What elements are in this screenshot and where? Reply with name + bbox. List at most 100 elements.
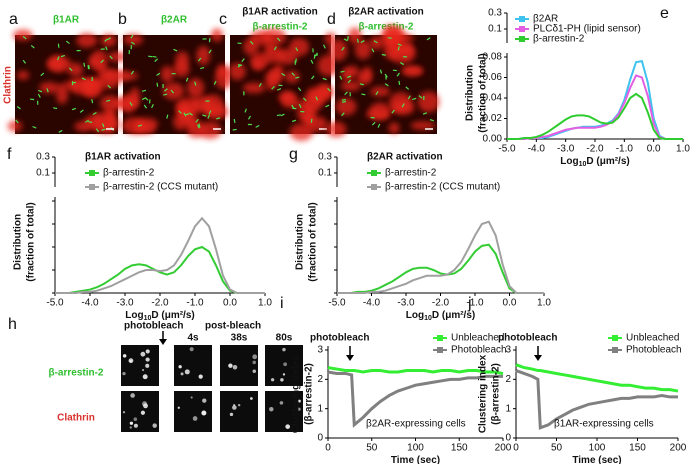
x-axis-label-part: Log — [406, 310, 424, 321]
texture — [295, 76, 300, 79]
texture — [185, 77, 189, 82]
x-tick-label: -3.0 — [116, 298, 134, 309]
texture — [177, 406, 180, 409]
texture — [148, 99, 151, 104]
texture — [143, 403, 148, 409]
texture — [175, 51, 190, 69]
legend-label: β-arrestin-2 — [103, 168, 155, 179]
micrograph-row: a b c d β1AR β2AR β1AR activation β-arre… — [3, 7, 440, 141]
texture — [262, 28, 287, 46]
texture — [291, 72, 296, 77]
y-tick-label: 3 — [317, 345, 323, 356]
panel-label: e — [660, 5, 669, 22]
texture — [325, 104, 330, 108]
texture — [81, 77, 86, 81]
texture — [347, 75, 352, 79]
texture — [188, 112, 193, 116]
y-axis-label: (fraction of total) — [308, 202, 319, 281]
texture — [67, 62, 84, 77]
texture — [242, 82, 266, 94]
texture — [232, 405, 237, 410]
texture — [396, 72, 400, 77]
image-title: β2AR — [161, 15, 188, 26]
texture — [360, 40, 365, 44]
texture — [32, 125, 37, 129]
texture — [99, 95, 121, 112]
texture — [120, 93, 137, 113]
texture — [283, 362, 288, 367]
texture — [271, 86, 275, 90]
y-axis-label: Distribution — [13, 214, 24, 270]
texture — [38, 89, 43, 93]
texture — [391, 101, 415, 115]
x-axis-label-part: Time (sec) — [572, 455, 621, 464]
legend-label: β-arrestin-2 — [385, 168, 437, 179]
texture — [405, 86, 410, 90]
texture — [279, 401, 284, 405]
texture — [162, 82, 185, 100]
x-tick-label: -5.0 — [328, 298, 346, 309]
texture — [178, 110, 182, 114]
series-line — [337, 220, 544, 294]
texture — [152, 423, 157, 428]
texture — [190, 396, 193, 399]
x-tick-label: -5.0 — [498, 144, 516, 155]
x-axis-label-part: D (μm²/s) — [151, 310, 194, 321]
texture — [297, 87, 302, 92]
y-axis-label: Distribution — [295, 214, 306, 270]
texture — [130, 393, 135, 398]
legend-label: Unbleached — [626, 333, 679, 344]
texture — [37, 93, 41, 98]
legend-label: Unbleached — [451, 333, 504, 344]
texture — [46, 88, 49, 93]
x-tick-label: 0 — [513, 443, 519, 454]
legend-marker — [89, 184, 95, 190]
texture — [65, 40, 70, 45]
texture — [196, 45, 211, 66]
chart-title: β2AR activation — [367, 152, 443, 163]
micrograph — [220, 345, 258, 386]
texture — [60, 54, 65, 58]
texture — [140, 410, 146, 415]
texture — [107, 37, 112, 41]
texture — [30, 98, 35, 101]
legend-label: β-arrestin-2 (CCS mutant) — [103, 182, 218, 193]
texture — [315, 96, 319, 101]
series-line — [515, 369, 678, 430]
texture — [105, 46, 108, 51]
x-tick-label: -4.0 — [528, 144, 546, 155]
texture — [366, 109, 390, 119]
y-tick-label: 2 — [505, 374, 511, 385]
y-tick-label: 0 — [317, 433, 323, 444]
row-label: Clathrin — [57, 413, 95, 424]
y-tick-label: 0.1 — [318, 168, 332, 179]
texture — [397, 43, 402, 47]
texture — [228, 63, 246, 81]
y-axis-label: (fraction of total) — [478, 53, 489, 132]
texture — [194, 81, 197, 86]
texture — [107, 51, 128, 62]
texture — [251, 59, 264, 71]
texture — [343, 38, 348, 42]
annotation: β2AR-expressing cells — [366, 419, 466, 430]
x-tick-label: -5.0 — [46, 298, 64, 309]
y-axis-label: (fraction of total) — [26, 202, 37, 281]
texture — [130, 70, 135, 75]
x-tick-label: 0.0 — [647, 144, 661, 155]
texture — [422, 112, 428, 115]
texture — [117, 70, 130, 82]
chart: f -5.0 -4.0 -3.0 -2.0 -1.0 0.0 1.0 0.1 0.3 Log10D … — [7, 146, 272, 322]
texture — [410, 121, 436, 131]
texture — [101, 68, 123, 81]
texture — [252, 354, 258, 360]
texture — [281, 72, 286, 77]
texture — [347, 79, 352, 84]
x-tick-label: 200 — [495, 443, 512, 454]
texture — [298, 103, 302, 109]
y-axis-label: (β-arrestin-2) — [491, 363, 502, 425]
panel-label: b — [118, 11, 127, 28]
texture — [180, 105, 195, 126]
